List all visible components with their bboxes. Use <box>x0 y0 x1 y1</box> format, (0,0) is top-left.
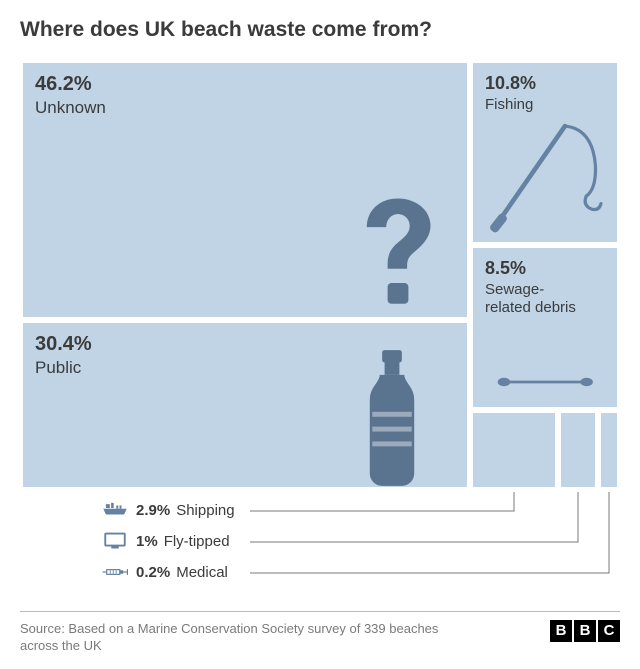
block-name: Fishing <box>485 96 605 114</box>
block-pct: 46.2% <box>35 73 455 96</box>
block-label: 46.2%Unknown <box>23 63 467 128</box>
callout-section: 2.9%Shipping1%Fly-tipped0.2%Medical <box>20 496 620 586</box>
swab-icon <box>481 368 611 401</box>
treemap: 46.2%Unknown 30.4%Public 10.8% Fishing 8.5%S… <box>20 60 620 490</box>
bbc-letter: B <box>550 620 572 642</box>
question-icon <box>359 192 437 327</box>
source-text: Source: Based on a Marine Conservation S… <box>20 620 440 655</box>
block-label: 8.5%Sewage- related debris <box>473 248 617 327</box>
bbc-letter: B <box>574 620 596 642</box>
block-unknown: 46.2%Unknown <box>20 60 470 320</box>
block-name: Unknown <box>35 98 455 118</box>
block-sewage: 8.5%Sewage- related debris <box>470 245 620 410</box>
block-pct: 10.8% <box>485 73 605 94</box>
block-medical <box>598 410 620 490</box>
block-name: Sewage- related debris <box>485 281 605 317</box>
block-shipping <box>470 410 558 490</box>
callout-lines <box>20 496 620 596</box>
bbc-letter: C <box>598 620 620 642</box>
page-title: Where does UK beach waste come from? <box>20 18 620 42</box>
bottle-icon <box>355 348 429 493</box>
block-pct: 8.5% <box>485 258 605 279</box>
block-public: 30.4%Public <box>20 320 470 490</box>
block-fishing: 10.8% Fishing <box>470 60 620 245</box>
footer: Source: Based on a Marine Conservation S… <box>20 611 620 655</box>
bbc-logo: BBC <box>550 620 620 642</box>
fishing-rod-icon <box>479 115 614 240</box>
block-flytip <box>558 410 598 490</box>
